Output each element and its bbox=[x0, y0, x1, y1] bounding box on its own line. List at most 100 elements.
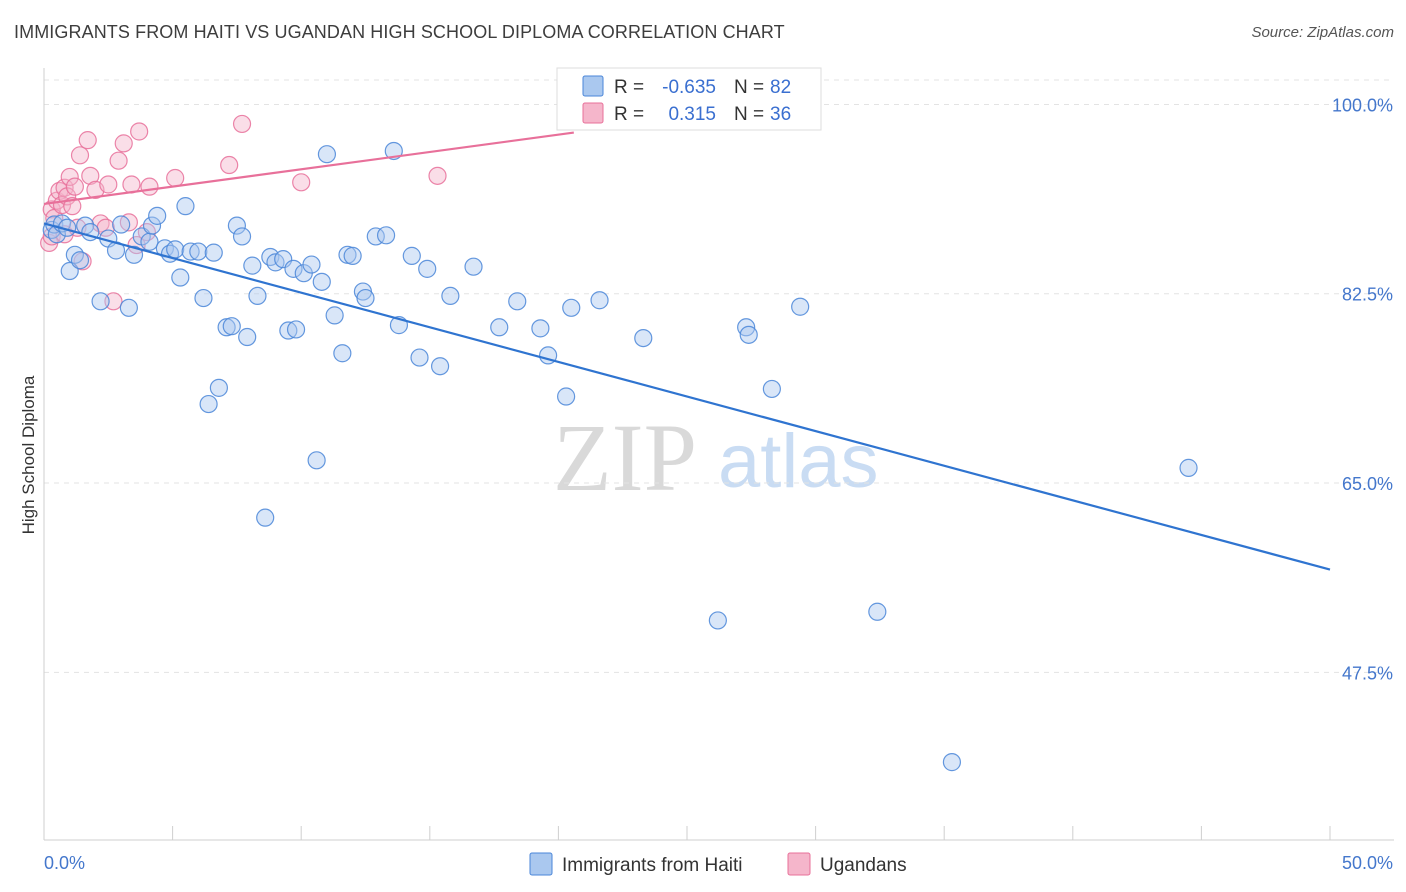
data-point-haiti bbox=[317, 145, 337, 164]
data-point-ugandans bbox=[232, 114, 252, 134]
data-point-haiti bbox=[307, 451, 326, 470]
data-point-haiti bbox=[232, 227, 252, 246]
data-point-haiti bbox=[91, 292, 110, 311]
data-point-haiti bbox=[508, 292, 527, 311]
data-point-haiti bbox=[312, 272, 331, 291]
data-point-haiti bbox=[124, 245, 144, 264]
data-point-haiti bbox=[166, 240, 185, 259]
data-point-haiti bbox=[343, 246, 362, 265]
data-point-haiti bbox=[140, 232, 159, 251]
legend-n-label: N = bbox=[734, 104, 764, 125]
data-point-haiti bbox=[279, 321, 298, 340]
watermark-zip: ZIP bbox=[553, 404, 697, 511]
y-tick-label: 100.0% bbox=[1332, 95, 1393, 115]
bottom-legend-label-haiti: Immigrants from Haiti bbox=[562, 855, 743, 876]
y-axis-label: High School Diploma bbox=[19, 375, 38, 534]
data-point-ugandans bbox=[220, 155, 239, 175]
data-point-haiti bbox=[70, 251, 90, 270]
watermark-atlas: atlas bbox=[718, 419, 879, 504]
data-point-haiti bbox=[325, 306, 344, 325]
data-point-haiti bbox=[248, 286, 267, 306]
data-point-haiti bbox=[243, 256, 262, 275]
trend-line-ugandans bbox=[43, 131, 574, 206]
bottom-legend-swatch-haiti bbox=[529, 852, 553, 876]
axes bbox=[43, 68, 1394, 841]
data-point-haiti bbox=[189, 242, 208, 261]
series-ugandans-points bbox=[40, 114, 447, 311]
y-tick-label: 82.5% bbox=[1342, 285, 1393, 305]
data-point-haiti bbox=[256, 508, 275, 527]
data-point-haiti bbox=[942, 753, 962, 772]
x-tick-labels: 0.0% 50.0% bbox=[44, 853, 1393, 873]
data-point-ugandans bbox=[166, 168, 185, 188]
data-point-haiti bbox=[868, 602, 887, 621]
data-point-haiti bbox=[142, 216, 162, 235]
data-point-ugandans bbox=[104, 292, 123, 311]
data-point-haiti bbox=[302, 255, 321, 274]
grid-lines bbox=[44, 79, 1394, 673]
legend-n-label: N = bbox=[734, 77, 764, 98]
chart-title: IMMIGRANTS FROM HAITI VS UGANDAN HIGH SC… bbox=[14, 22, 785, 42]
data-point-ugandans bbox=[70, 146, 90, 165]
data-point-haiti bbox=[148, 206, 167, 225]
data-point-haiti bbox=[227, 216, 246, 235]
data-point-ugandans bbox=[140, 177, 159, 196]
data-point-haiti bbox=[531, 319, 550, 338]
data-point-ugandans bbox=[428, 166, 447, 185]
bottom-legend-swatch-ugandans bbox=[787, 852, 811, 876]
legend-r-label: R = bbox=[614, 104, 644, 125]
data-point-haiti bbox=[376, 226, 396, 245]
bottom-legend: Immigrants from Haiti Ugandans bbox=[529, 852, 907, 876]
data-point-haiti bbox=[194, 288, 213, 308]
data-point-haiti bbox=[119, 298, 138, 317]
data-point-haiti bbox=[1179, 458, 1198, 477]
trend-lines bbox=[43, 131, 1331, 571]
legend-n-value-pink: 36 bbox=[770, 104, 791, 125]
data-point-ugandans bbox=[81, 166, 100, 185]
data-point-haiti bbox=[490, 318, 509, 337]
data-point-haiti bbox=[199, 394, 218, 414]
data-point-haiti bbox=[708, 611, 727, 630]
source-credit: Source: ZipAtlas.com bbox=[1251, 24, 1394, 41]
data-point-haiti bbox=[209, 378, 228, 397]
data-point-haiti bbox=[47, 225, 66, 244]
data-point-haiti bbox=[286, 320, 306, 339]
data-point-haiti bbox=[181, 242, 200, 261]
trend-line-haiti bbox=[43, 222, 1331, 571]
legend: R = -0.635 N = 82 R = 0.315 N = 36 bbox=[556, 67, 822, 131]
data-point-ugandans bbox=[60, 167, 79, 187]
data-point-haiti bbox=[739, 325, 758, 344]
data-point-haiti bbox=[333, 344, 352, 363]
data-point-haiti bbox=[557, 387, 576, 406]
legend-swatch-pink bbox=[582, 102, 604, 124]
data-point-haiti bbox=[410, 348, 429, 367]
data-point-haiti bbox=[464, 257, 483, 276]
data-point-haiti bbox=[65, 245, 84, 264]
data-point-haiti bbox=[204, 243, 223, 262]
data-point-haiti bbox=[176, 197, 195, 216]
y-tick-label: 65.0% bbox=[1342, 474, 1393, 494]
data-point-haiti bbox=[171, 268, 190, 287]
data-point-ugandans bbox=[109, 151, 128, 170]
data-point-haiti bbox=[430, 357, 450, 376]
bottom-legend-label-ugandans: Ugandans bbox=[820, 855, 907, 876]
data-point-haiti bbox=[791, 297, 810, 316]
data-point-ugandans bbox=[78, 131, 97, 150]
data-point-ugandans bbox=[65, 177, 84, 196]
data-point-haiti bbox=[590, 291, 609, 310]
data-point-ugandans bbox=[99, 175, 118, 194]
data-point-haiti bbox=[418, 259, 437, 278]
data-point-ugandans bbox=[292, 173, 311, 192]
data-point-haiti bbox=[441, 286, 460, 306]
legend-swatch-blue bbox=[582, 75, 604, 97]
y-tick-label: 47.5% bbox=[1342, 663, 1393, 683]
data-point-haiti bbox=[284, 259, 303, 278]
data-point-haiti bbox=[112, 215, 131, 234]
data-point-haiti bbox=[402, 246, 421, 265]
data-point-haiti bbox=[356, 288, 375, 308]
y-tick-labels: 47.5% 65.0% 82.5% 100.0% bbox=[1332, 95, 1393, 683]
legend-n-value-blue: 82 bbox=[770, 77, 791, 98]
legend-r-label: R = bbox=[614, 77, 644, 98]
legend-r-value-pink: 0.315 bbox=[668, 104, 716, 125]
